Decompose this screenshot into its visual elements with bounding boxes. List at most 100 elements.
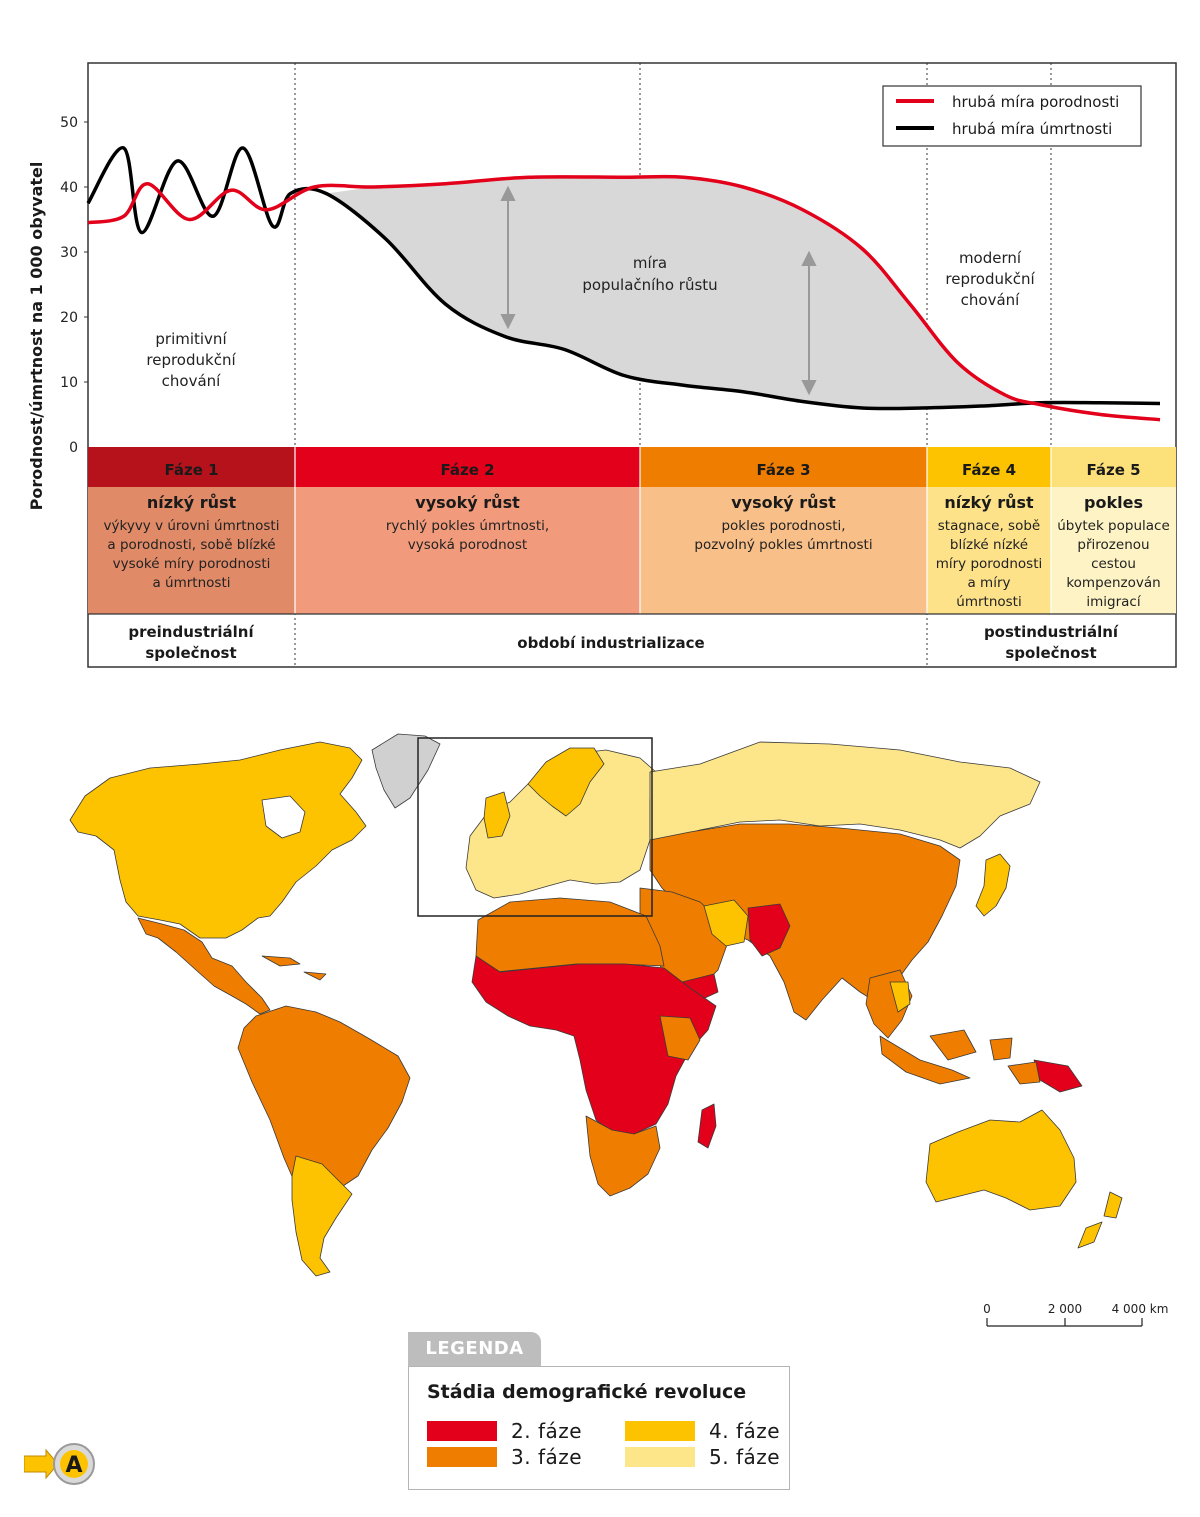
southern-cone-region bbox=[291, 1155, 353, 1277]
y-tick-label: 30 bbox=[60, 245, 78, 261]
legend-item-phase-3: 3. fáze bbox=[427, 1445, 582, 1469]
phase-body-band bbox=[295, 487, 640, 614]
nav-icon-letter: A bbox=[65, 1453, 82, 1478]
phase-growth: nízký růst bbox=[944, 493, 1034, 512]
uk-region bbox=[483, 791, 511, 839]
svg-text:míra: míra bbox=[633, 254, 667, 272]
phase-title: Fáze 4 bbox=[962, 461, 1016, 479]
phase-description: přirozenou bbox=[1077, 537, 1149, 553]
phase-description: pokles porodnosti, bbox=[721, 518, 845, 534]
legend-item-phase-5: 5. fáze bbox=[625, 1445, 780, 1469]
legend-swatch bbox=[427, 1447, 497, 1467]
phase-title: Fáze 1 bbox=[164, 461, 218, 479]
phase-4: Fáze 4 nízký růst stagnace, sobě blízké níz… bbox=[927, 447, 1051, 614]
japan-region bbox=[975, 853, 1011, 917]
y-tick-label: 50 bbox=[60, 115, 78, 131]
phase-description: úmrtnosti bbox=[956, 594, 1021, 610]
madagascar-region bbox=[697, 1103, 717, 1149]
society-label: společnost bbox=[145, 644, 236, 662]
svg-text:chování: chování bbox=[961, 291, 1021, 309]
north-america-region bbox=[69, 741, 367, 939]
legend-birth-label: hrubá míra porodnosti bbox=[952, 93, 1119, 111]
legend-label: 4. fáze bbox=[709, 1419, 781, 1443]
phase-title: Fáze 5 bbox=[1086, 461, 1140, 479]
phase-description: cestou bbox=[1091, 556, 1136, 572]
y-tick-label: 20 bbox=[60, 310, 78, 326]
annotation-modern: moderní reprodukční chování bbox=[945, 249, 1035, 309]
demographic-transition-chart: Porodnost/úmrtnost na 1 000 obyvatel 0 10… bbox=[27, 62, 1177, 668]
australia-region bbox=[925, 1109, 1077, 1211]
annotation-growth: míra populačního růstu bbox=[582, 254, 717, 294]
scale-label-0: 0 bbox=[983, 1302, 991, 1316]
annotation-primitive: primitivní reprodukční chování bbox=[146, 330, 236, 390]
legend-swatch bbox=[625, 1421, 695, 1441]
phase-growth: vysoký růst bbox=[415, 493, 520, 512]
phase-growth: vysoký růst bbox=[731, 493, 836, 512]
arrow-a-icon[interactable]: A bbox=[24, 1442, 96, 1486]
society-label: postindustriální bbox=[984, 623, 1119, 641]
phase-title: Fáze 3 bbox=[756, 461, 810, 479]
phase-description: vysoké míry porodnosti bbox=[113, 556, 271, 572]
svg-text:moderní: moderní bbox=[959, 249, 1022, 267]
phase-description: stagnace, sobě bbox=[938, 518, 1040, 534]
phase-description: pozvolný pokles úmrtnosti bbox=[694, 537, 872, 553]
population-growth-area bbox=[326, 176, 1041, 409]
phase-growth: pokles bbox=[1084, 493, 1143, 512]
mexico-region bbox=[137, 917, 271, 1015]
phase-description: výkyvy v úrovni úmrtnosti bbox=[104, 518, 280, 534]
sub-saharan-africa-region bbox=[471, 955, 717, 1135]
indonesia-region bbox=[879, 1029, 1013, 1085]
phase-body-band bbox=[640, 487, 927, 614]
svg-text:reprodukční: reprodukční bbox=[146, 351, 236, 369]
svg-text:chování: chování bbox=[162, 372, 222, 390]
y-tick-label: 10 bbox=[60, 375, 78, 391]
chart-legend: hrubá míra porodnosti hrubá míra úmrtnos… bbox=[882, 85, 1142, 147]
society-row: preindustriální společnost období industri… bbox=[128, 623, 1119, 662]
map-legend: Stádia demografické revoluce 2. fáze 4. … bbox=[408, 1366, 790, 1490]
svg-text:reprodukční: reprodukční bbox=[945, 270, 1035, 288]
greenland-region bbox=[371, 733, 441, 809]
phase-header-band bbox=[927, 447, 1051, 487]
chart-frame bbox=[87, 62, 1177, 668]
afghanistan-pakistan-region bbox=[747, 903, 791, 957]
phase-description: míry porodnosti bbox=[936, 556, 1043, 572]
legend-title: Stádia demografické revoluce bbox=[427, 1381, 747, 1403]
phase-header-band bbox=[640, 447, 927, 487]
svg-text:primitivní: primitivní bbox=[155, 330, 227, 348]
phase-description: kompenzován bbox=[1066, 575, 1160, 591]
legend-swatch bbox=[427, 1421, 497, 1441]
scale-bar: 0 2 000 4 000 km bbox=[983, 1302, 1168, 1327]
east-africa-region bbox=[659, 1015, 701, 1061]
thailand-region bbox=[889, 981, 911, 1013]
phase-description: imigrací bbox=[1086, 594, 1141, 610]
phase-body-band bbox=[927, 487, 1051, 614]
phase-body-band bbox=[88, 487, 295, 614]
scandinavia-region bbox=[527, 747, 605, 817]
south-america-region bbox=[237, 1005, 411, 1205]
society-label: společnost bbox=[1005, 644, 1096, 662]
legend-label: 5. fáze bbox=[709, 1445, 781, 1469]
birth-rate-line bbox=[87, 174, 1161, 422]
europe-inset-frame bbox=[417, 737, 653, 917]
world-map bbox=[69, 733, 1123, 1277]
y-axis-label: Porodnost/úmrtnost na 1 000 obyvatel bbox=[27, 162, 46, 511]
svg-text:populačního růstu: populačního růstu bbox=[582, 276, 717, 294]
growth-gap-arrows bbox=[500, 185, 817, 396]
legend-tab: LEGENDA bbox=[408, 1332, 541, 1366]
legend-item-phase-2: 2. fáze bbox=[427, 1419, 582, 1443]
legend-item-phase-4: 4. fáze bbox=[625, 1419, 780, 1443]
phase-description: a porodnosti, sobě blízké bbox=[107, 537, 275, 553]
phase-description: vysoká porodnost bbox=[408, 537, 527, 553]
y-tick-label: 0 bbox=[69, 440, 78, 456]
new-zealand-region bbox=[1077, 1191, 1123, 1249]
phase-header-band bbox=[88, 447, 295, 487]
phase-1: Fáze 1 nízký růst výkyvy v úrovni úmrtnost… bbox=[88, 447, 295, 614]
new-guinea-west bbox=[1007, 1061, 1041, 1085]
phase-header-band bbox=[295, 447, 640, 487]
phase-2: Fáze 2 vysoký růst rychlý pokles úmrtnosti… bbox=[295, 447, 640, 614]
phase-growth: nízký růst bbox=[147, 493, 237, 512]
new-guinea-region bbox=[1033, 1059, 1083, 1093]
phase-body-band bbox=[1051, 487, 1176, 614]
phase-3: Fáze 3 vysoký růst pokles porodnosti, pozvo… bbox=[640, 447, 927, 614]
society-label: období industrializace bbox=[517, 634, 704, 652]
